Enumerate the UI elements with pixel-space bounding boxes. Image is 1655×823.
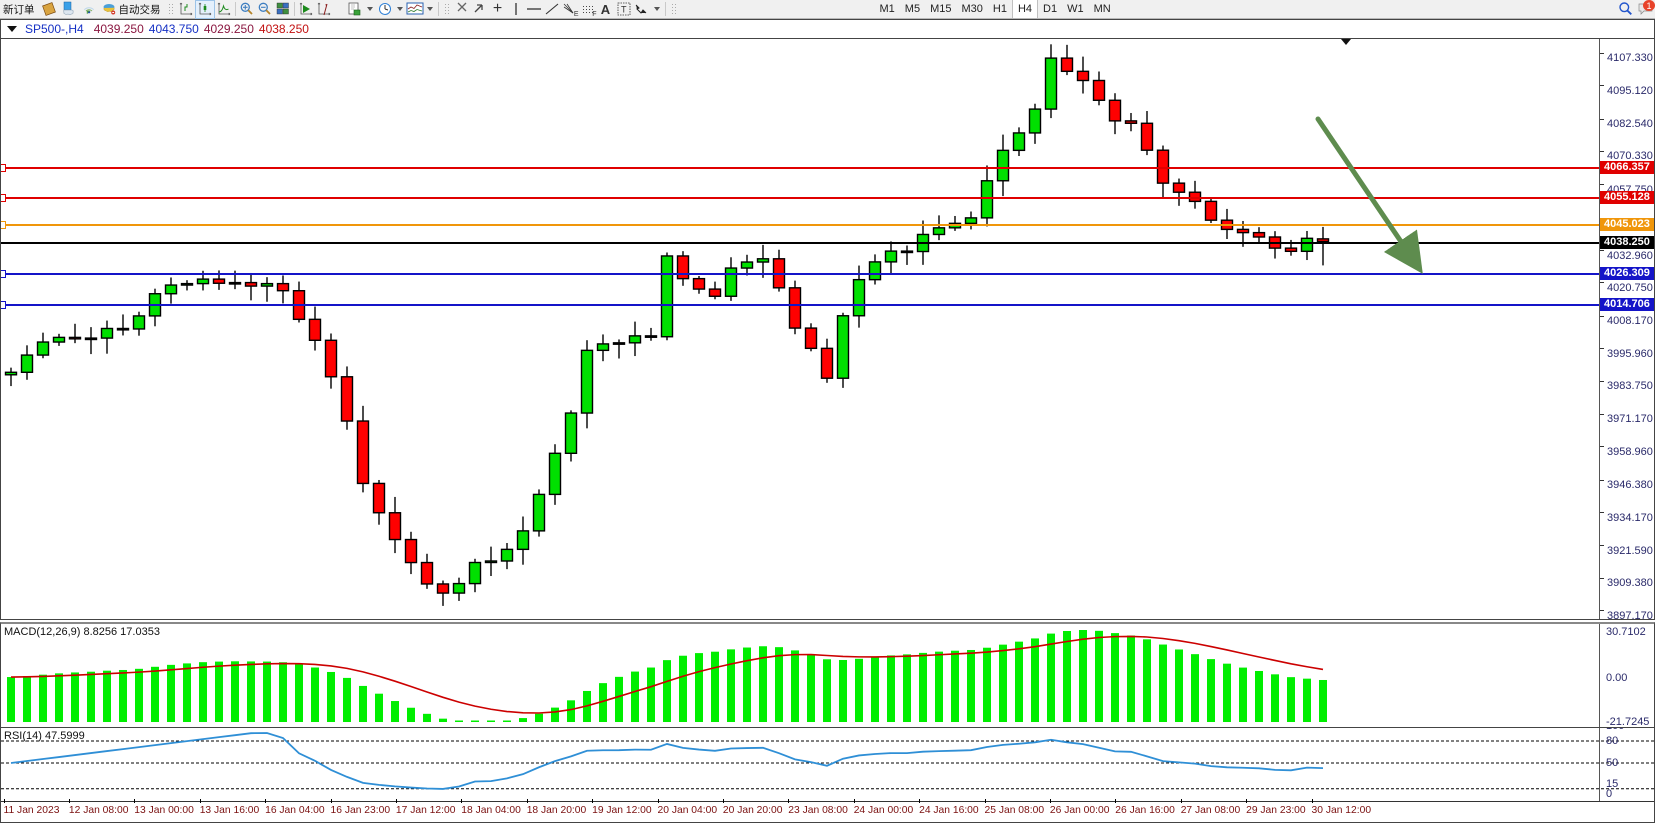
svg-text:T: T xyxy=(621,5,627,15)
